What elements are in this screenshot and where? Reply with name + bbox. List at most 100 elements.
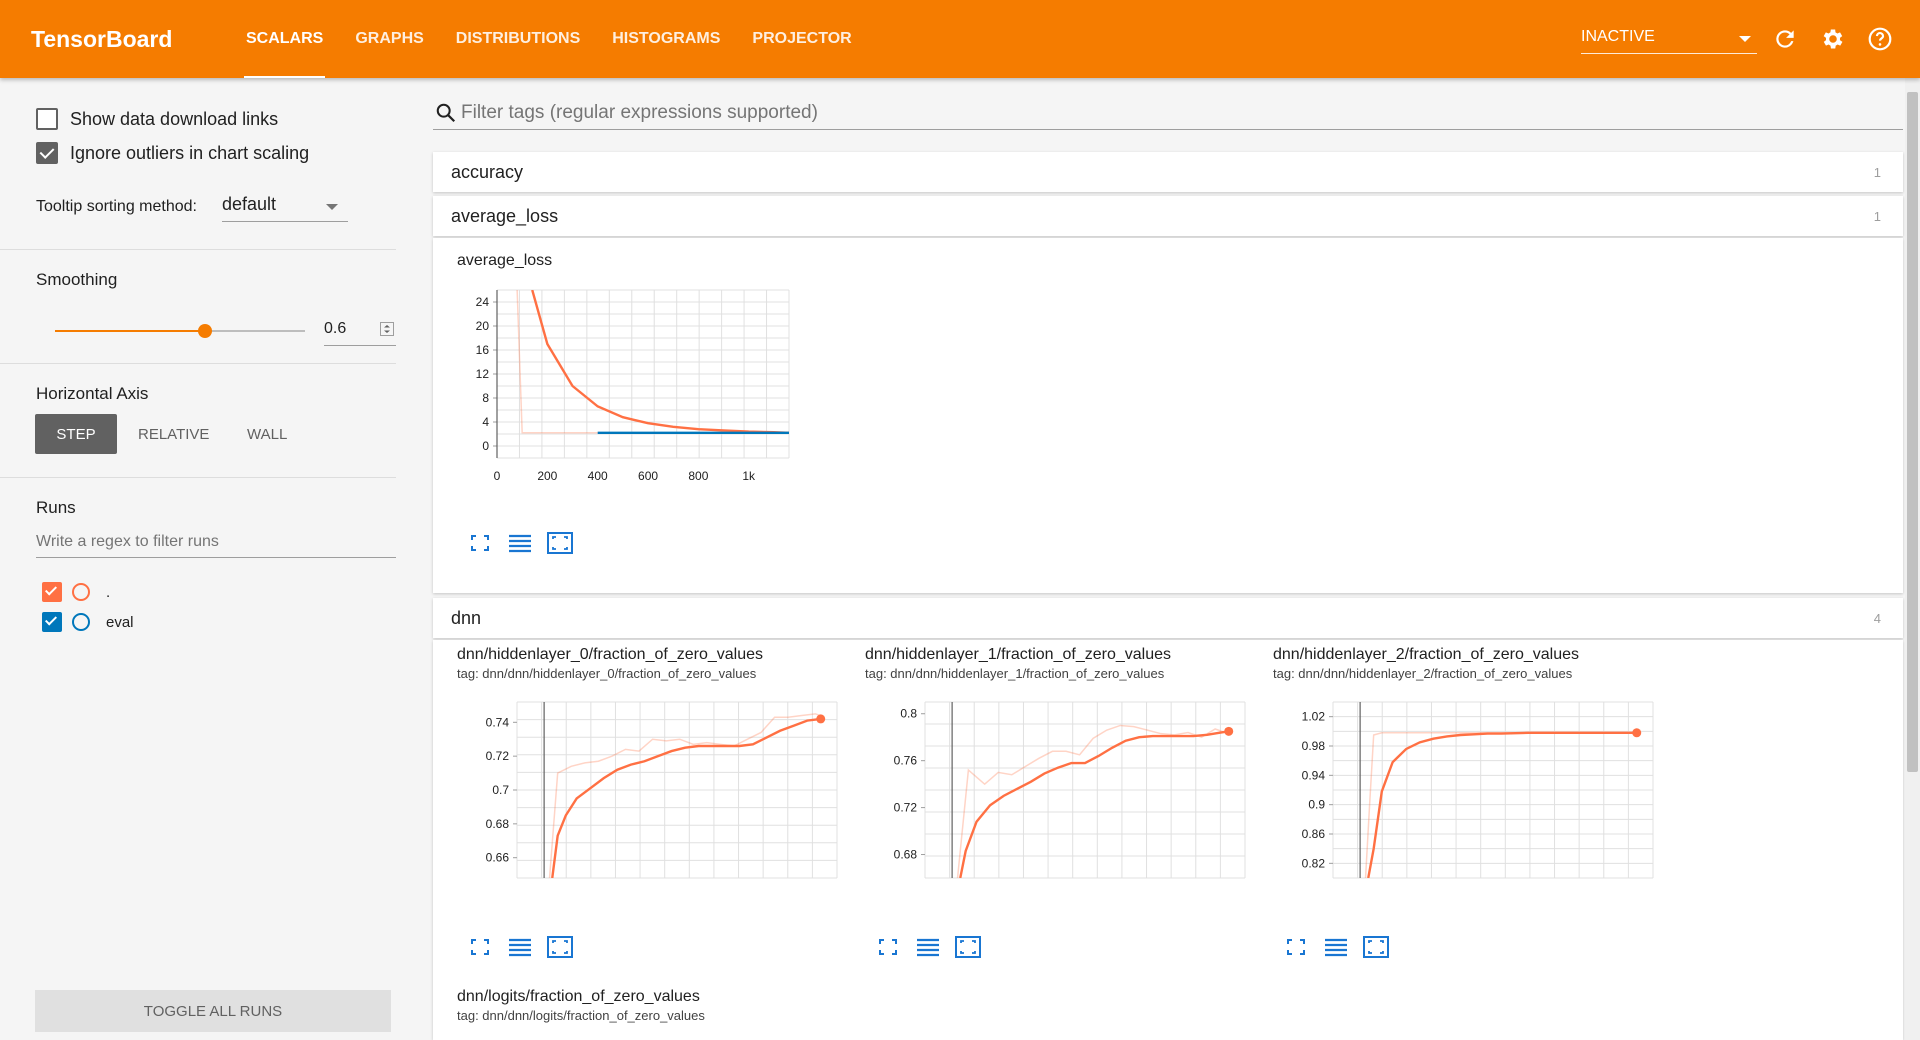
tab-projector[interactable]: PROJECTOR — [752, 30, 852, 47]
y-tick-label: 0.72 — [894, 801, 918, 815]
tag-filter — [433, 98, 1903, 130]
settings-section: Show data download links Ignore outliers… — [0, 78, 396, 250]
axis-relative-button[interactable]: RELATIVE — [138, 425, 210, 443]
run-item[interactable]: . — [42, 582, 110, 602]
chart-tag: tag: dnn/dnn/logits/fraction_of_zero_val… — [457, 1008, 705, 1023]
group-body-dnn: dnn/hiddenlayer_0/fraction_of_zero_value… — [433, 640, 1903, 1040]
smoothing-label: Smoothing — [36, 270, 118, 289]
chevron-down-icon — [326, 204, 338, 210]
ignore-outliers-option[interactable]: Ignore outliers in chart scaling — [36, 142, 309, 164]
y-tick-label: 0.66 — [486, 851, 510, 865]
help-icon[interactable] — [1867, 26, 1893, 52]
axis-wall-button[interactable]: WALL — [247, 425, 288, 443]
main-content: accuracy 1 average_loss 1 average_loss 0… — [433, 78, 1905, 1040]
scrollbar-thumb[interactable] — [1907, 92, 1918, 772]
search-icon — [436, 103, 456, 123]
y-tick-label: 0.68 — [894, 848, 918, 862]
y-tick-label: 16 — [476, 343, 490, 357]
y-tick-label: 0 — [482, 439, 489, 453]
fit-domain-icon[interactable] — [547, 532, 573, 554]
fit-domain-icon[interactable] — [547, 936, 573, 958]
chart-title: dnn/hiddenlayer_1/fraction_of_zero_value… — [865, 646, 1171, 663]
chart-title: dnn/hiddenlayer_0/fraction_of_zero_value… — [457, 646, 763, 663]
log-scale-icon[interactable] — [507, 936, 533, 958]
group-header-dnn[interactable]: dnn 4 — [433, 598, 1903, 638]
horizontal-axis-section: Horizontal Axis STEP RELATIVE WALL — [0, 364, 396, 478]
fit-domain-icon[interactable] — [1363, 936, 1389, 958]
chart-hiddenlayer-2[interactable]: 0.82 0.86 0.9 0.94 0.98 1.02 — [1273, 692, 1673, 912]
series-line-raw — [548, 713, 821, 878]
refresh-icon[interactable] — [1772, 26, 1798, 52]
run-color-radio-icon[interactable] — [72, 583, 90, 601]
stepper-icon[interactable] — [380, 322, 394, 336]
series-line-smoothed — [551, 717, 821, 878]
group-count: 4 — [1873, 610, 1881, 626]
series-end-point — [1224, 726, 1234, 736]
ignore-outliers-label: Ignore outliers in chart scaling — [70, 142, 310, 163]
fit-domain-icon[interactable] — [955, 936, 981, 958]
group-header-average-loss[interactable]: average_loss 1 — [433, 196, 1903, 236]
fullscreen-icon[interactable] — [467, 936, 493, 958]
log-scale-icon[interactable] — [1323, 936, 1349, 958]
group-name: dnn — [451, 607, 482, 628]
runs-label: Runs — [36, 498, 76, 517]
tooltip-sorting-value: default — [222, 194, 277, 214]
smoothing-section: Smoothing 0.6 — [0, 250, 396, 364]
chart-card-hiddenlayer-2: dnn/hiddenlayer_2/fraction_of_zero_value… — [1273, 646, 1673, 976]
settings-icon[interactable] — [1820, 26, 1846, 52]
x-tick-label: 600 — [638, 469, 658, 483]
y-tick-label: 0.94 — [1302, 768, 1326, 782]
tag-filter-input[interactable] — [461, 98, 1881, 128]
chart-title: dnn/logits/fraction_of_zero_values — [457, 988, 700, 1005]
y-tick-label: 4 — [482, 415, 489, 429]
fullscreen-icon[interactable] — [875, 936, 901, 958]
tab-histograms[interactable]: HISTOGRAMS — [612, 30, 721, 47]
runs-filter-input[interactable] — [36, 526, 396, 558]
ignore-outliers-checkbox[interactable] — [36, 142, 58, 164]
chart-hiddenlayer-1[interactable]: 0.68 0.72 0.76 0.8 — [865, 692, 1265, 912]
group-header-accuracy[interactable]: accuracy 1 — [433, 152, 1903, 192]
slider-track-fill — [55, 330, 205, 332]
app-title: TensorBoard — [31, 26, 173, 52]
horizontal-axis-label: Horizontal Axis — [36, 384, 149, 403]
slider-knob[interactable] — [198, 324, 212, 338]
y-tick-label: 0.98 — [1302, 739, 1326, 753]
y-tick-label: 0.7 — [492, 783, 509, 797]
tooltip-sorting-dropdown[interactable]: default — [222, 190, 348, 222]
chart-average-loss[interactable]: 0 4 8 12 16 20 24 0 200 400 600 800 1k — [457, 278, 877, 528]
fullscreen-icon[interactable] — [1283, 936, 1309, 958]
log-scale-icon[interactable] — [915, 936, 941, 958]
y-tick-label: 0.74 — [486, 715, 510, 729]
x-tick-label: 800 — [688, 469, 708, 483]
show-download-links-checkbox[interactable] — [36, 108, 58, 130]
y-tick-label: 0.68 — [486, 817, 510, 831]
chart-hiddenlayer-0[interactable]: 0.66 0.68 0.7 0.72 0.74 — [457, 692, 857, 912]
toggle-all-runs-button[interactable]: TOGGLE ALL RUNS — [35, 990, 391, 1032]
top-app-bar: TensorBoard SCALARS GRAPHS DISTRIBUTIONS… — [0, 0, 1920, 78]
tab-distributions[interactable]: DISTRIBUTIONS — [455, 30, 581, 47]
chart-card-hiddenlayer-1: dnn/hiddenlayer_1/fraction_of_zero_value… — [865, 646, 1265, 976]
tab-graphs[interactable]: GRAPHS — [355, 30, 424, 47]
run-item[interactable]: eval — [42, 612, 134, 632]
run-checkbox-eval[interactable] — [42, 612, 62, 632]
group-count: 1 — [1873, 164, 1881, 180]
smoothing-value: 0.6 — [324, 320, 347, 337]
chart-tag: tag: dnn/dnn/hiddenlayer_0/fraction_of_z… — [457, 666, 757, 681]
fullscreen-icon[interactable] — [467, 532, 493, 554]
smoothing-input[interactable]: 0.6 — [324, 312, 396, 346]
y-tick-label: 20 — [476, 319, 490, 333]
chevron-down-icon — [1739, 36, 1751, 42]
status-dropdown[interactable]: INACTIVE — [1581, 28, 1757, 54]
run-checkbox-dot[interactable] — [42, 582, 62, 602]
group-body-average-loss: average_loss 0 4 8 12 16 20 24 0 200 400 600 800 1k — [433, 238, 1903, 593]
smoothing-slider[interactable] — [55, 320, 305, 344]
page-scrollbar[interactable] — [1905, 78, 1920, 1040]
chart-title: dnn/hiddenlayer_2/fraction_of_zero_value… — [1273, 646, 1579, 663]
log-scale-icon[interactable] — [507, 532, 533, 554]
run-color-radio-icon[interactable] — [72, 613, 90, 631]
chart-title: average_loss — [457, 252, 553, 269]
chart-tag: tag: dnn/dnn/hiddenlayer_2/fraction_of_z… — [1273, 666, 1573, 681]
tab-scalars[interactable]: SCALARS — [230, 0, 339, 78]
axis-step-button[interactable]: STEP — [35, 414, 117, 454]
show-download-links-option[interactable]: Show data download links — [36, 108, 278, 130]
